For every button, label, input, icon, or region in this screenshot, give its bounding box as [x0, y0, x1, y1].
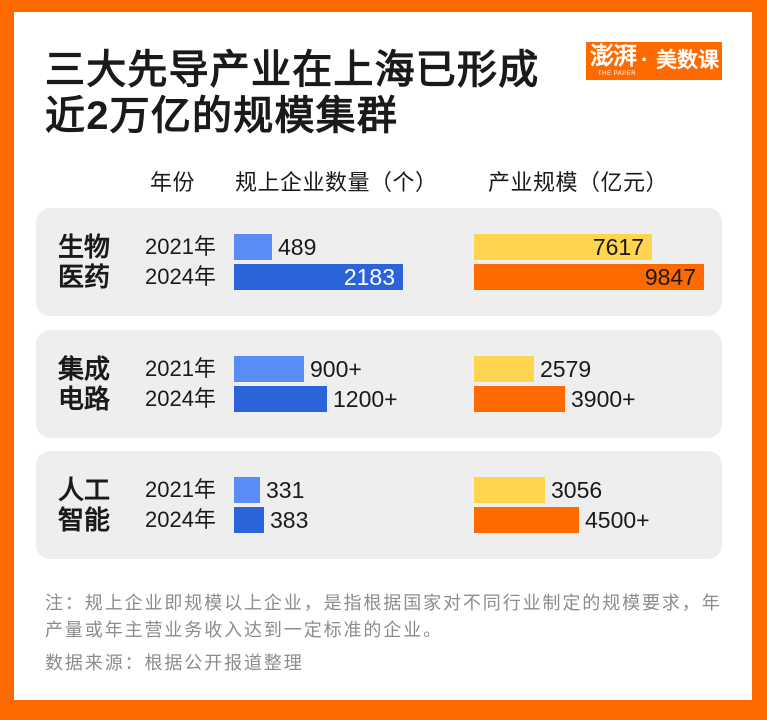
year-label: 2024年	[145, 264, 216, 289]
logo-separator: ·	[641, 47, 649, 72]
enterprise-count-bar	[234, 507, 264, 533]
logo-column-name: 美数课	[656, 49, 719, 72]
industry-name: 生物医药	[58, 232, 111, 292]
year-label: 2024年	[145, 507, 216, 532]
enterprise-count-bar	[234, 356, 304, 382]
enterprise-count-value-label: 2183	[343, 264, 395, 290]
industry-name: 集成电路	[58, 354, 111, 414]
industry-scale-value-label: 2579	[540, 356, 592, 382]
title-line: 近2万亿的规模集群	[45, 94, 399, 138]
industry-scale-bar	[474, 386, 565, 412]
the-paper-logo: 澎湃 THE PAPER · 美数课	[586, 42, 722, 80]
data-source: 数据来源：根据公开报道整理	[45, 653, 304, 673]
industry-scale-column-header: 产业规模（亿元）	[488, 170, 669, 195]
year-label: 2021年	[145, 356, 216, 381]
industry-scale-bar	[474, 264, 704, 290]
industry-scale-bar	[474, 356, 534, 382]
enterprise-count-value-label: 331	[266, 477, 305, 503]
industry-name: 人工智能	[58, 475, 111, 535]
industry-panel: 人工智能 2021年 331 3056 2024年 383 4500+	[36, 451, 722, 559]
enterprise-count-value-label: 489	[278, 234, 317, 260]
enterprise-count-column-header: 规上企业数量（个）	[235, 170, 438, 195]
industry-scale-bar	[474, 507, 579, 533]
industry-scale-value-label: 9847	[644, 264, 696, 290]
infographic-card: 三大先导产业在上海已形成 近2万亿的规模集群 澎湃 THE PAPER · 美数…	[14, 12, 752, 700]
enterprise-count-bar	[234, 264, 403, 290]
title-line: 三大先导产业在上海已形成	[45, 48, 540, 92]
enterprise-count-bar	[234, 386, 327, 412]
industry-scale-bar	[474, 477, 545, 503]
logo-tagline: THE PAPER	[598, 71, 637, 77]
industry-panel: 生物医药 2021年 489 7617 2024年 2183 9847	[36, 208, 722, 316]
footnote-line: 产量或年主营业务收入达到一定标准的企业。	[45, 620, 443, 640]
year-column-header: 年份	[150, 170, 196, 195]
industry-panels: 生物医药 2021年 489 7617 2024年 2183 9847 集成电路 2021年 90…	[36, 208, 722, 559]
enterprise-count-bar	[234, 234, 272, 260]
footnote: 注：规上企业即规模以上企业，是指根据国家对不同行业制定的规模要求，年 产量或年主…	[45, 590, 745, 644]
industry-scale-bar	[474, 234, 652, 260]
logo-brand-text: 澎湃	[590, 43, 637, 70]
enterprise-count-value-label: 1200+	[333, 386, 398, 412]
year-label: 2021年	[145, 234, 216, 259]
chart-title: 三大先导产业在上海已形成 近2万亿的规模集群	[45, 47, 539, 139]
industry-scale-value-label: 3900+	[571, 386, 636, 412]
industry-scale-value-label: 7617	[592, 234, 644, 260]
industry-panel: 集成电路 2021年 900+ 2579 2024年 1200+ 3900+	[36, 330, 722, 438]
enterprise-count-bar	[234, 477, 260, 503]
year-label: 2021年	[145, 477, 216, 502]
footnote-line: 注：规上企业即规模以上企业，是指根据国家对不同行业制定的规模要求，年	[45, 593, 722, 613]
enterprise-count-value-label: 383	[270, 507, 309, 533]
year-label: 2024年	[145, 386, 216, 411]
industry-scale-value-label: 3056	[551, 477, 603, 503]
enterprise-count-value-label: 900+	[310, 356, 362, 382]
industry-scale-value-label: 4500+	[585, 507, 650, 533]
